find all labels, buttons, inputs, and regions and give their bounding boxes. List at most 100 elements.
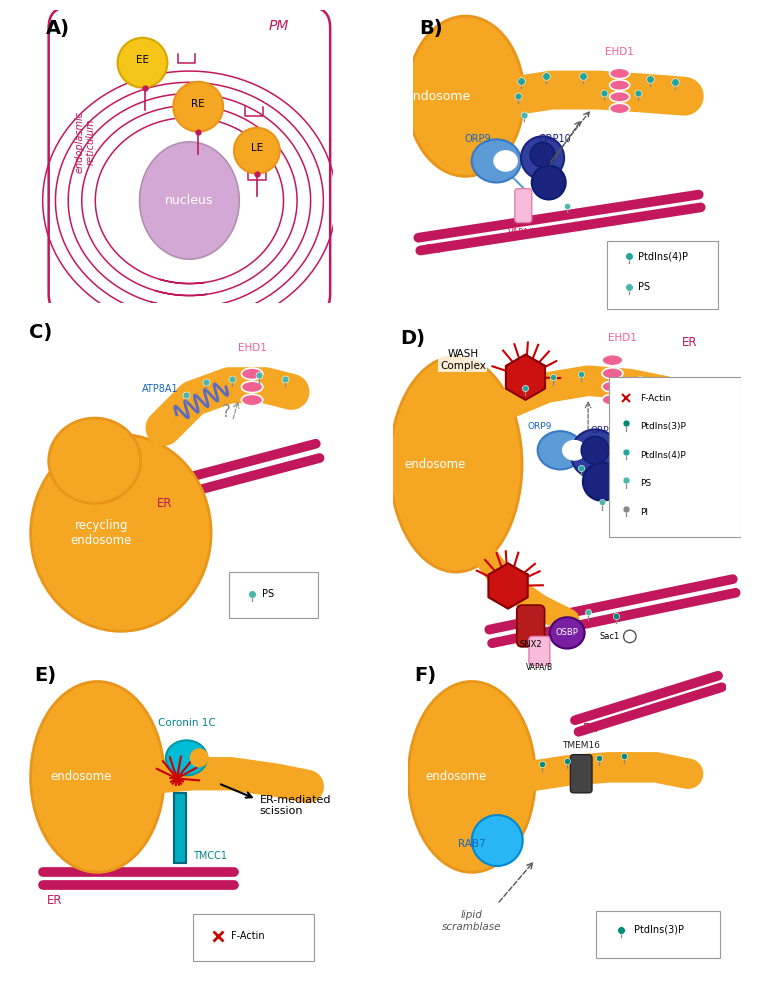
Circle shape <box>583 462 621 501</box>
Text: PtdIns(4)P: PtdIns(4)P <box>638 251 688 261</box>
Text: PS: PS <box>640 479 651 488</box>
Ellipse shape <box>190 748 209 767</box>
FancyBboxPatch shape <box>609 377 741 537</box>
FancyBboxPatch shape <box>193 913 314 961</box>
Text: PtdIns(3)P: PtdIns(3)P <box>640 422 686 431</box>
Text: E): E) <box>34 666 56 685</box>
Text: nucleus: nucleus <box>166 194 214 207</box>
Text: EE: EE <box>136 55 149 65</box>
Ellipse shape <box>242 395 263 406</box>
Text: ER: ER <box>583 723 598 736</box>
Text: endosome: endosome <box>404 457 465 471</box>
Text: WASH
Complex: WASH Complex <box>440 349 486 371</box>
Circle shape <box>624 630 636 643</box>
Ellipse shape <box>562 439 587 461</box>
Ellipse shape <box>166 741 207 775</box>
Text: endosome: endosome <box>425 770 486 783</box>
Text: ?: ? <box>221 403 230 420</box>
Ellipse shape <box>550 617 584 648</box>
Text: EHD1: EHD1 <box>605 47 634 57</box>
Text: ORP10: ORP10 <box>538 134 571 144</box>
Ellipse shape <box>49 418 141 503</box>
Ellipse shape <box>602 355 623 366</box>
FancyBboxPatch shape <box>229 573 318 618</box>
Text: Sac1: Sac1 <box>599 632 619 641</box>
Text: TMCC1: TMCC1 <box>193 852 227 862</box>
Text: ATP8A1: ATP8A1 <box>142 384 179 394</box>
Text: RAB7: RAB7 <box>458 839 486 849</box>
Text: endoplasmic
reticulum: endoplasmic reticulum <box>75 110 96 173</box>
Ellipse shape <box>602 395 623 406</box>
Text: SNX2: SNX2 <box>519 640 542 649</box>
Ellipse shape <box>242 381 263 393</box>
Text: EHD1: EHD1 <box>238 343 267 353</box>
Text: D): D) <box>400 328 425 348</box>
Ellipse shape <box>602 368 623 379</box>
Text: RE: RE <box>191 98 205 108</box>
Ellipse shape <box>610 80 629 90</box>
Text: PS: PS <box>638 282 650 292</box>
Text: C): C) <box>29 323 52 342</box>
Text: ORP9: ORP9 <box>527 422 552 431</box>
Text: F-Actin: F-Actin <box>231 931 265 941</box>
Text: ER: ER <box>47 895 62 908</box>
Text: PtdIns(3)P: PtdIns(3)P <box>634 924 684 934</box>
Text: TMEM16: TMEM16 <box>563 742 601 750</box>
Text: ER: ER <box>157 497 172 510</box>
Text: endosome: endosome <box>405 89 470 102</box>
Ellipse shape <box>602 381 623 393</box>
Ellipse shape <box>242 368 263 380</box>
Ellipse shape <box>610 103 629 113</box>
Ellipse shape <box>610 91 629 102</box>
Ellipse shape <box>140 142 239 259</box>
Circle shape <box>530 142 555 167</box>
Circle shape <box>117 38 167 87</box>
Text: OSBP: OSBP <box>556 628 579 637</box>
FancyBboxPatch shape <box>608 241 718 309</box>
Ellipse shape <box>30 434 211 631</box>
Text: ER: ER <box>682 336 698 349</box>
Ellipse shape <box>538 431 583 469</box>
Ellipse shape <box>472 139 521 183</box>
Text: F-Actin: F-Actin <box>640 394 671 403</box>
Ellipse shape <box>407 16 524 176</box>
Text: lipid
scramblase: lipid scramblase <box>442 910 501 931</box>
FancyBboxPatch shape <box>517 605 545 647</box>
Circle shape <box>570 429 619 478</box>
FancyBboxPatch shape <box>515 189 531 223</box>
Text: B): B) <box>420 19 443 38</box>
Text: endosome: endosome <box>51 770 112 783</box>
Text: ER-mediated
scission: ER-mediated scission <box>260 795 331 816</box>
FancyBboxPatch shape <box>596 911 720 958</box>
Polygon shape <box>506 355 545 400</box>
Bar <box>174 793 186 863</box>
Text: recycling
endosome: recycling endosome <box>71 519 132 547</box>
FancyBboxPatch shape <box>570 754 592 793</box>
Ellipse shape <box>408 682 535 873</box>
Text: LE: LE <box>251 143 263 153</box>
Text: ER: ER <box>426 244 441 256</box>
Text: VAPA/B: VAPA/B <box>508 228 538 237</box>
Text: Coronin 1C: Coronin 1C <box>158 718 215 728</box>
Circle shape <box>234 128 280 174</box>
Text: A): A) <box>46 19 70 38</box>
Text: VAPA/B: VAPA/B <box>526 662 553 672</box>
FancyBboxPatch shape <box>49 7 330 315</box>
Ellipse shape <box>30 682 164 873</box>
Ellipse shape <box>390 357 522 573</box>
Ellipse shape <box>493 150 518 172</box>
Circle shape <box>521 136 564 179</box>
FancyBboxPatch shape <box>529 636 550 666</box>
Text: PM: PM <box>269 20 289 34</box>
Polygon shape <box>489 564 528 608</box>
Text: PS: PS <box>262 588 274 598</box>
Ellipse shape <box>610 69 629 79</box>
Circle shape <box>531 166 566 200</box>
Text: ORP9: ORP9 <box>465 134 491 144</box>
Text: ORP10: ORP10 <box>591 425 621 435</box>
Circle shape <box>581 436 609 464</box>
Circle shape <box>472 815 523 866</box>
Text: PtdIns(4)P: PtdIns(4)P <box>640 450 686 459</box>
Circle shape <box>173 82 223 131</box>
Text: PI: PI <box>640 508 648 517</box>
